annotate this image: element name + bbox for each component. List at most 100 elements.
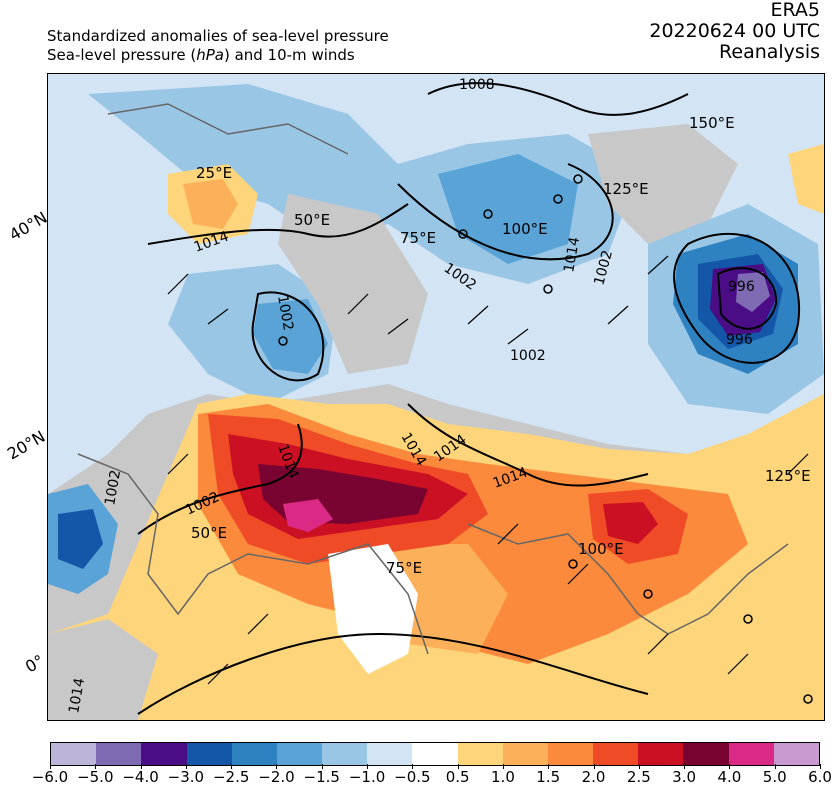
colorbar-tick-mark [457,764,459,769]
gray-patch-east [588,124,738,244]
colorbar-tick-label: −0.5 [394,768,431,786]
map-subtitle-line2: Sea-level pressure (hPa) and 10-m winds [47,46,355,64]
isobar-label: 996 [728,279,755,295]
anomaly-minus-5-east-low [736,272,770,312]
lat-label-40n: 40°N [6,207,51,245]
colorbar-segment [638,743,684,765]
anomaly-plus-3-east [603,502,658,544]
colorbar-tick-mark [367,764,369,769]
colorbar-segment [593,743,639,765]
lon-label-100e-south: 100°E [578,540,624,558]
anomaly-minus-3-west-edge [58,509,103,569]
colorbar-tick-mark [231,764,233,769]
colorbar-tick-mark [140,764,142,769]
colorbar-tick-label: 3.0 [672,768,697,786]
valid-datetime: 20220624 00 UTC [649,20,820,42]
gray-patch-center [278,194,428,374]
colorbar-tick-mark [820,764,821,769]
colorbar-segment [728,743,774,765]
colorbar-tick-label: −4.0 [122,768,159,786]
colorbar-tick-mark [638,764,640,769]
colorbar-tick-mark [50,764,51,769]
isobar-label: 1014 [66,677,88,715]
lat-label-20n: 20°N [4,426,49,464]
colorbar-tick-label: −1.0 [348,768,386,786]
colorbar-tick-label: −6.0 [31,768,69,786]
coastline-north [107,103,349,155]
colorbar [50,742,820,766]
colorbar-tick-label: −2.0 [258,768,295,786]
colorbar-tick-label: 5.0 [762,768,787,786]
colorbar-segment [773,743,819,765]
colorbar-tick-label: 1.5 [536,768,561,786]
isobar-label: 996 [726,332,753,348]
colorbar-segment [367,743,413,765]
colorbar-tick-mark [95,764,97,769]
subtitle-line2-suffix: ) and 10-m winds [223,46,355,64]
colorbar-tick-label: −2.5 [212,768,250,786]
colorbar-tick-label: 2.0 [581,768,606,786]
isobar-1008-north [427,82,689,116]
isobar-label: 1008 [459,77,495,93]
colorbar-segment [51,743,97,765]
lon-label-25e: 25°E [196,164,232,182]
subtitle-line2-prefix: Sea-level pressure ( [47,46,197,64]
isobar-1014-west [147,203,409,245]
colorbar-segment [683,743,729,765]
isobar-1002-center [397,163,614,261]
colorbar-tick-mark [729,764,731,769]
lon-label-75e-south: 75°E [386,559,422,577]
lon-label-75e-north: 75°E [400,229,436,247]
colorbar-tick-label: 4.0 [717,768,742,786]
isobar-996-east [673,233,801,364]
colorbar-segment [96,743,142,765]
map-subtitle-line1: Standardized anomalies of sea-level pres… [47,27,389,45]
data-source: ERA5 [770,0,820,21]
colorbar-tick-label: −3.0 [167,768,205,786]
isobar-lines [137,82,801,715]
colorbar-tick-label: −1.5 [303,768,340,786]
lon-label-100e-north: 100°E [502,220,548,238]
isobar-1014-south [137,632,649,715]
wind-barbs [167,255,809,685]
colorbar-tick-label: 0.5 [445,768,470,786]
colorbar-segment [412,743,458,765]
colorbar-segment [231,743,277,765]
anomaly-minus-2-west [253,299,328,374]
colorbar-tick-mark [502,764,504,769]
colorbar-tick-mark [593,764,595,769]
coastlines [77,103,789,655]
colorbar-tick-mark [684,764,686,769]
colorbar-tick-mark [276,764,278,769]
lon-label-125e-south: 125°E [765,467,811,485]
lon-label-125e-north: 125°E [603,180,649,198]
isobar-1002-southwest [137,423,303,535]
isobar-label: 1002 [510,348,546,364]
colorbar-segment [547,743,594,765]
calm-wind-circles [278,174,813,704]
lon-label-150e: 150°E [689,114,735,132]
isobar-label: 1002 [274,294,296,332]
colorbar-tick-mark [321,764,323,769]
warm-patch-far-east [788,144,824,214]
isobar-label: 1002 [102,469,124,507]
colorbar-segment [276,743,323,765]
anomaly-plus-1-northwest [183,179,238,229]
colorbar-tick-label: −5.0 [77,768,114,786]
colorbar-tick-mark [774,764,776,769]
colorbar-segment [186,743,232,765]
subtitle-line2-unit: hPa [196,46,224,64]
anomaly-plus-5 [283,499,333,532]
lon-label-50e-north: 50°E [294,211,330,229]
map-title-block: ERA5 20220624 00 UTC Reanalysis [649,0,820,63]
colorbar-tick-mark [412,764,414,769]
colorbar-tick-mark [548,764,550,769]
colorbar-tick-label: 1.0 [491,768,515,786]
gray-southwest-corner [48,619,158,720]
map-canvas: 25°E 50°E 75°E 100°E 125°E 150°E 50°E 75… [48,74,824,720]
colorbar-tick-mark [185,764,187,769]
colorbar-segment [502,743,548,765]
lon-label-50e-south: 50°E [191,524,227,542]
colorbar-tick-label: 2.5 [626,768,651,786]
map-panel: 25°E 50°E 75°E 100°E 125°E 150°E 50°E 75… [47,73,825,721]
